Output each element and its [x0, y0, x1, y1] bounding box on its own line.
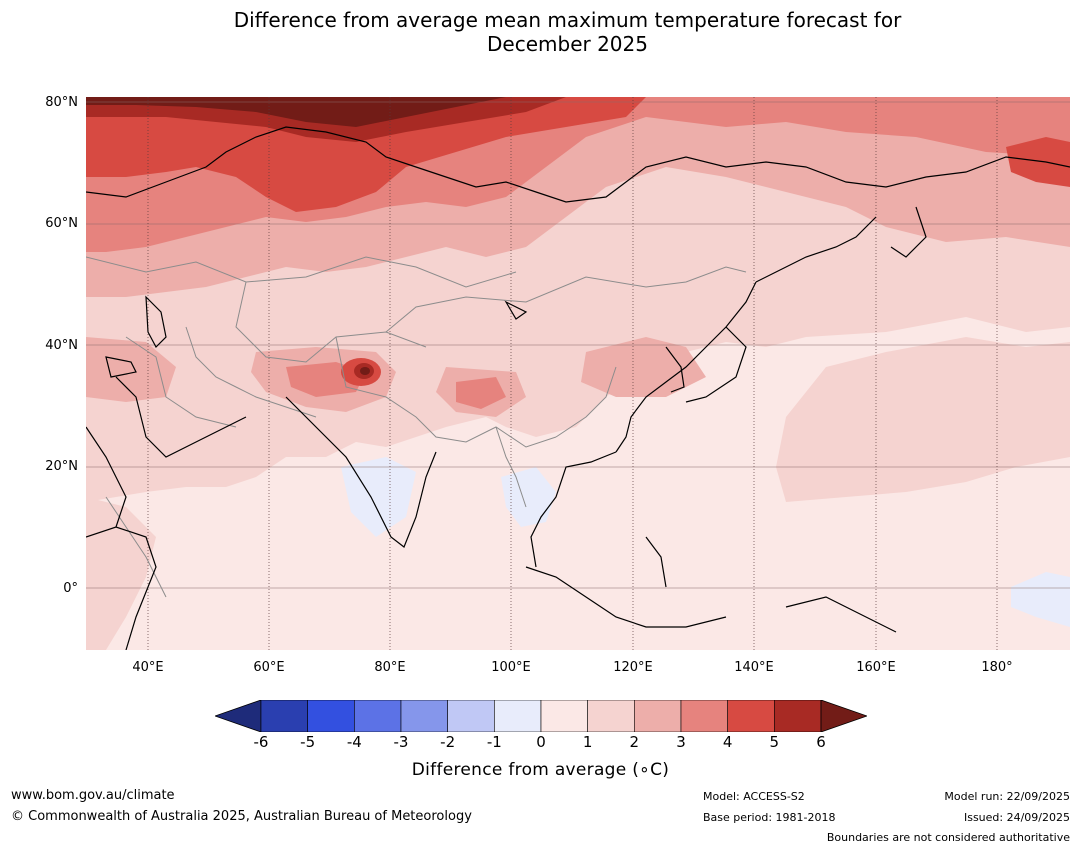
footer-model: Model: ACCESS-S2 [703, 790, 805, 803]
colorbar-tick-label: -4 [346, 733, 362, 751]
footer-copyright: © Commonwealth of Australia 2025, Austra… [11, 809, 472, 824]
colorbar-bin [354, 699, 402, 733]
forecast-map[interactable] [86, 97, 1070, 650]
colorbar [213, 699, 869, 733]
anomaly-cool-indochina [501, 467, 556, 527]
lon-label-140e: 140°E [734, 660, 774, 675]
colorbar-tick-label: 1 [582, 733, 593, 751]
colorbar-bin [774, 699, 822, 733]
footer-disclaimer: Boundaries are not considered authoritat… [826, 831, 1070, 844]
anomaly-4-5-north [86, 97, 646, 212]
longitude-gridlines [147, 97, 998, 650]
colorbar-bin [727, 699, 775, 733]
country-boundaries [86, 256, 747, 598]
anomaly-2-3-west [86, 337, 176, 402]
colorbar-bin [680, 699, 728, 733]
anomaly-above-6-north [86, 97, 506, 127]
colorbar-tick-label: -2 [440, 733, 456, 751]
lat-label-20n: 20°N [45, 459, 78, 474]
title-line-1: Difference from average mean maximum tem… [233, 8, 902, 32]
anomaly-1-2-pacific [776, 337, 1070, 502]
anomaly-2-3-mongolia [581, 337, 706, 397]
lon-label-160e: 160°E [856, 660, 896, 675]
colorbar-tick-label: 5 [769, 733, 780, 751]
lon-label-100e: 100°E [491, 660, 531, 675]
lon-label-80e: 80°E [374, 660, 406, 675]
colorbar-bin [494, 699, 542, 733]
colorbar-tick-label: 4 [722, 733, 733, 751]
colorbar-tick-label: 0 [536, 733, 546, 751]
lat-label-60n: 60°N [45, 216, 78, 231]
colorbar-bin [260, 699, 308, 733]
coastlines [86, 126, 1070, 650]
lon-label-40e: 40°E [132, 660, 164, 675]
colorbar-tick-label: 6 [816, 733, 826, 751]
anomaly-cool-india [341, 457, 416, 537]
chart-title: Difference from average mean maximum tem… [0, 8, 1081, 56]
colorbar-bin [540, 699, 588, 733]
colorbar-tick-label: -1 [486, 733, 502, 751]
colorbar-tick-label: -3 [393, 733, 409, 751]
map-svg [86, 97, 1070, 650]
colorbar-label: Difference from average (∘C) [411, 760, 670, 780]
colorbar-bin [634, 699, 682, 733]
colorbar-extend-low [213, 699, 262, 733]
anomaly-1-2-west [86, 497, 156, 650]
colorbar-tick-label: -5 [300, 733, 316, 751]
anomaly-above-6-hotspot [360, 367, 370, 375]
colorbar-svg [213, 699, 869, 733]
footer-issued: Issued: 24/09/2025 [963, 811, 1070, 824]
lon-label-180: 180° [981, 660, 1013, 675]
footer-model-run: Model run: 22/09/2025 [944, 790, 1070, 803]
colorbar-bin [400, 699, 448, 733]
lat-label-0: 0° [63, 581, 78, 596]
lat-label-80n: 80°N [45, 95, 78, 110]
title-line-2: December 2025 [487, 32, 648, 56]
colorbar-tick-label: 3 [676, 733, 686, 751]
lon-label-60e: 60°E [253, 660, 285, 675]
colorbar-bin [447, 699, 495, 733]
colorbar-bin [307, 699, 355, 733]
footer-url[interactable]: www.bom.gov.au/climate [11, 788, 175, 803]
anomaly-cool-pacific [1011, 572, 1070, 627]
anomaly-3-4-tibet [456, 377, 506, 409]
colorbar-tick-label: 2 [629, 733, 640, 751]
colorbar-tick-label: -6 [253, 733, 269, 751]
latitude-gridlines [86, 101, 1070, 589]
colorbar-extend-high [820, 699, 869, 733]
anomaly-4-5-east [1006, 137, 1070, 187]
lon-label-120e: 120°E [613, 660, 653, 675]
colorbar-bin [587, 699, 635, 733]
lat-label-40n: 40°N [45, 338, 78, 353]
footer-base-period: Base period: 1981-2018 [703, 811, 836, 824]
